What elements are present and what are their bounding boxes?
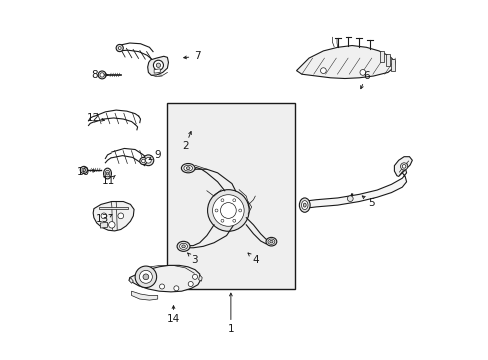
Ellipse shape xyxy=(183,165,192,171)
Text: 14: 14 xyxy=(166,314,180,324)
Text: 3: 3 xyxy=(191,255,197,265)
Ellipse shape xyxy=(269,240,272,243)
Polygon shape xyxy=(386,54,389,66)
Circle shape xyxy=(400,163,407,170)
Text: 5: 5 xyxy=(368,198,374,208)
Ellipse shape xyxy=(177,241,190,251)
Polygon shape xyxy=(198,275,202,281)
Text: 11: 11 xyxy=(102,176,115,186)
Circle shape xyxy=(135,266,156,288)
Circle shape xyxy=(232,199,235,202)
Circle shape xyxy=(402,165,405,168)
Circle shape xyxy=(139,270,152,283)
Polygon shape xyxy=(129,278,133,283)
Circle shape xyxy=(142,155,153,166)
Circle shape xyxy=(100,73,104,77)
Ellipse shape xyxy=(299,198,309,212)
Polygon shape xyxy=(296,45,394,78)
Polygon shape xyxy=(93,202,134,231)
Circle shape xyxy=(188,282,193,287)
Ellipse shape xyxy=(106,172,108,175)
Circle shape xyxy=(359,69,365,75)
Text: 12: 12 xyxy=(86,113,100,123)
Circle shape xyxy=(215,209,218,212)
Text: 8: 8 xyxy=(91,70,98,80)
Polygon shape xyxy=(131,291,158,300)
Circle shape xyxy=(192,274,197,279)
Circle shape xyxy=(221,199,224,202)
Polygon shape xyxy=(147,56,168,75)
Polygon shape xyxy=(99,207,128,210)
Text: 6: 6 xyxy=(363,71,369,81)
Circle shape xyxy=(142,274,148,280)
Circle shape xyxy=(159,284,164,289)
Circle shape xyxy=(82,168,85,172)
Text: 1: 1 xyxy=(227,324,234,334)
Circle shape xyxy=(220,203,236,219)
Circle shape xyxy=(80,166,87,174)
Circle shape xyxy=(320,68,325,73)
Circle shape xyxy=(207,190,249,231)
Circle shape xyxy=(153,60,163,70)
Circle shape xyxy=(156,63,160,67)
Circle shape xyxy=(118,213,123,219)
Polygon shape xyxy=(154,69,160,73)
Ellipse shape xyxy=(179,243,187,249)
Circle shape xyxy=(212,195,244,226)
Polygon shape xyxy=(129,265,201,292)
Polygon shape xyxy=(379,51,384,62)
Circle shape xyxy=(118,46,121,49)
Ellipse shape xyxy=(186,167,190,170)
Circle shape xyxy=(140,157,147,165)
Polygon shape xyxy=(100,222,107,228)
Circle shape xyxy=(116,44,123,51)
Ellipse shape xyxy=(303,203,305,207)
Ellipse shape xyxy=(103,168,111,179)
Circle shape xyxy=(98,71,106,79)
Ellipse shape xyxy=(182,245,185,248)
Ellipse shape xyxy=(105,170,110,177)
Text: 4: 4 xyxy=(251,255,258,265)
Circle shape xyxy=(101,213,106,219)
Circle shape xyxy=(174,286,179,291)
Circle shape xyxy=(238,209,241,212)
Text: 13: 13 xyxy=(96,215,109,224)
Text: 2: 2 xyxy=(182,141,188,151)
Polygon shape xyxy=(390,59,394,71)
Ellipse shape xyxy=(181,163,195,173)
Bar xyxy=(167,103,294,289)
Circle shape xyxy=(346,196,352,202)
Polygon shape xyxy=(301,164,406,209)
Ellipse shape xyxy=(267,239,274,244)
Text: 7: 7 xyxy=(194,51,201,61)
Text: 10: 10 xyxy=(77,167,90,177)
Text: 9: 9 xyxy=(154,150,161,160)
Circle shape xyxy=(221,219,224,222)
Circle shape xyxy=(108,222,115,228)
Circle shape xyxy=(142,159,145,163)
Ellipse shape xyxy=(301,201,307,210)
Ellipse shape xyxy=(265,237,276,246)
Circle shape xyxy=(232,219,235,222)
Circle shape xyxy=(145,157,151,163)
Polygon shape xyxy=(394,157,411,176)
